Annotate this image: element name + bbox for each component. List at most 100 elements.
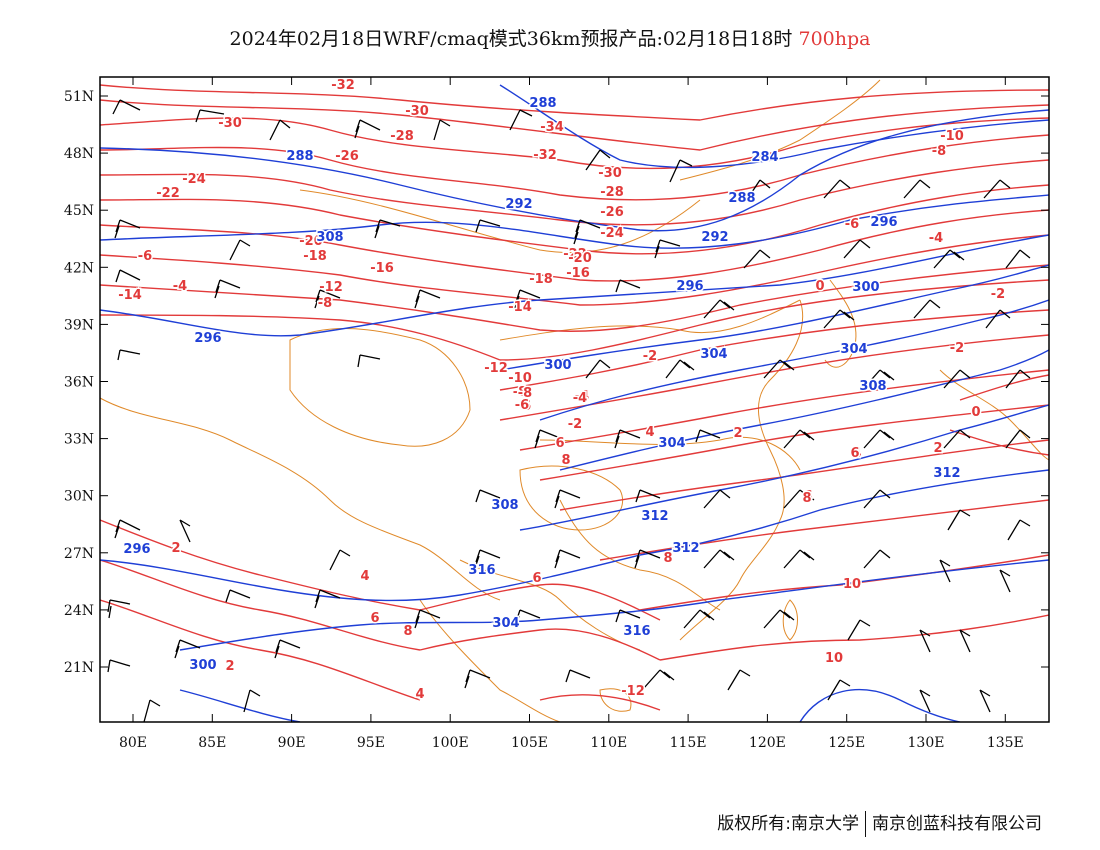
isotherm-label: -4 xyxy=(575,389,589,404)
map-frame xyxy=(99,76,1050,723)
lon-label: 105E xyxy=(511,735,548,751)
lon-label: 80E xyxy=(119,735,147,751)
height-contour-9 xyxy=(100,469,1049,602)
wind-barb xyxy=(947,509,971,531)
height-contour-label: 316 xyxy=(623,624,650,639)
isotherm-label-layer: -32-30-30-28-26-24-22-20-18-16-14-12-8-3… xyxy=(117,77,1007,704)
isotherm-label: -24 xyxy=(182,172,206,187)
isotherm-label: 6 xyxy=(850,446,859,461)
wind-barb xyxy=(195,109,225,123)
copyright-company: 南京创蓝科技有限公司 xyxy=(872,814,1042,834)
copyright-footer: 版权所有:南京大学 南京创蓝科技有限公司 xyxy=(717,809,1042,837)
isotherm-label: -6 xyxy=(517,399,531,414)
tibet-plateau-outline xyxy=(289,327,471,447)
height-contour-label: 316 xyxy=(468,563,495,578)
wind-barb xyxy=(475,489,501,503)
wind-barb-layer xyxy=(107,99,1031,722)
height-contour-label: 288 xyxy=(728,191,755,206)
lon-label: 115E xyxy=(670,735,707,751)
isotherm-6 xyxy=(100,184,1049,255)
isotherm-12 xyxy=(499,309,1049,391)
isotherm-label: -26 xyxy=(335,149,359,164)
isotherm-label: -18 xyxy=(303,249,327,264)
inner-boundary-2 xyxy=(459,559,641,651)
wind-barb xyxy=(1007,519,1031,541)
height-contour-label: 304 xyxy=(700,347,727,362)
isotherm-label: -30 xyxy=(598,166,622,181)
wind-barb xyxy=(643,669,675,689)
height-contour-label: 308 xyxy=(316,230,343,245)
isotherm-2 xyxy=(100,99,1049,151)
height-contour-label: 300 xyxy=(852,280,879,295)
isotherm-9 xyxy=(100,264,1049,332)
height-contour-3 xyxy=(100,194,1049,249)
isotherm-3 xyxy=(100,117,1049,170)
wind-barb xyxy=(863,369,895,389)
lat-label: 36N xyxy=(64,375,94,391)
wind-barb xyxy=(919,629,931,653)
wind-barb xyxy=(329,549,351,571)
lon-label: 95E xyxy=(357,735,385,751)
isotherm-layer xyxy=(100,84,1049,711)
wind-barb xyxy=(225,589,251,603)
height-contour-8 xyxy=(519,404,1049,531)
isotherm-label: 6 xyxy=(532,571,541,586)
wind-barb xyxy=(114,219,141,239)
axis-ticks xyxy=(100,77,1049,722)
map-title: 2024年02月18日WRF/cmaq模式36km预报产品:02月18日18时 … xyxy=(0,24,1100,51)
isotherm-label: -8 xyxy=(932,144,946,159)
wind-barb xyxy=(919,689,931,713)
isotherm-label: -22 xyxy=(563,247,587,262)
wind-barb xyxy=(1005,429,1031,449)
wind-barb xyxy=(959,629,971,653)
wind-barb xyxy=(107,599,131,619)
height-contour-10 xyxy=(179,559,1049,651)
wind-barb xyxy=(314,589,341,609)
southeast-asia xyxy=(419,599,561,722)
wind-barb xyxy=(114,519,141,539)
isotherm-label: -10 xyxy=(508,371,532,386)
isotherm-label: -34 xyxy=(540,120,564,135)
wind-barb xyxy=(847,619,871,641)
wind-barb xyxy=(615,609,641,623)
wind-barb xyxy=(554,549,581,569)
wind-barb xyxy=(863,429,895,449)
lat-label: 42N xyxy=(64,260,94,276)
wind-barb xyxy=(979,689,991,713)
lat-label: 45N xyxy=(64,203,94,219)
wind-barb xyxy=(464,669,491,689)
isotherm-14 xyxy=(519,369,1049,451)
isotherm-1 xyxy=(100,84,1049,121)
isotherm-label: 8 xyxy=(561,453,570,468)
wind-barb xyxy=(229,239,251,261)
lon-label: 100E xyxy=(432,735,469,751)
wind-barb xyxy=(903,179,931,199)
lat-label: 21N xyxy=(64,660,94,676)
isotherm-label: 6 xyxy=(370,611,379,626)
height-contour-label: 312 xyxy=(641,509,668,524)
wind-barb xyxy=(117,349,141,361)
longitude-labels: 80E 85E 90E 95E 100E 105E 110E 115E 120E 125E 130E… xyxy=(119,735,1024,751)
title-level: 700hpa xyxy=(798,28,871,50)
isotherm-label: -12 xyxy=(621,684,645,699)
lon-label: 110E xyxy=(590,735,627,751)
hainan-outline xyxy=(599,688,632,712)
isotherm-label: 6 xyxy=(555,436,564,451)
isotherm-8 xyxy=(100,234,1049,306)
wind-barb xyxy=(727,669,751,691)
height-contour-label: 284 xyxy=(751,150,778,165)
height-contour-2 xyxy=(499,84,1049,169)
height-contour-label: 312 xyxy=(933,466,960,481)
wind-barb xyxy=(614,429,641,449)
isotherm-label: -28 xyxy=(600,185,624,200)
taiwan-outline xyxy=(782,599,798,641)
isotherm-label: 10 xyxy=(843,577,861,592)
isotherm-label: 6 xyxy=(803,489,812,504)
isotherm-label: -4 xyxy=(173,279,187,294)
lon-label: 90E xyxy=(278,735,306,751)
lat-label: 33N xyxy=(64,432,94,448)
isotherm-label: -6 xyxy=(515,398,529,413)
height-contour-label: 304 xyxy=(658,436,685,451)
isotherm-19 xyxy=(659,614,1049,661)
